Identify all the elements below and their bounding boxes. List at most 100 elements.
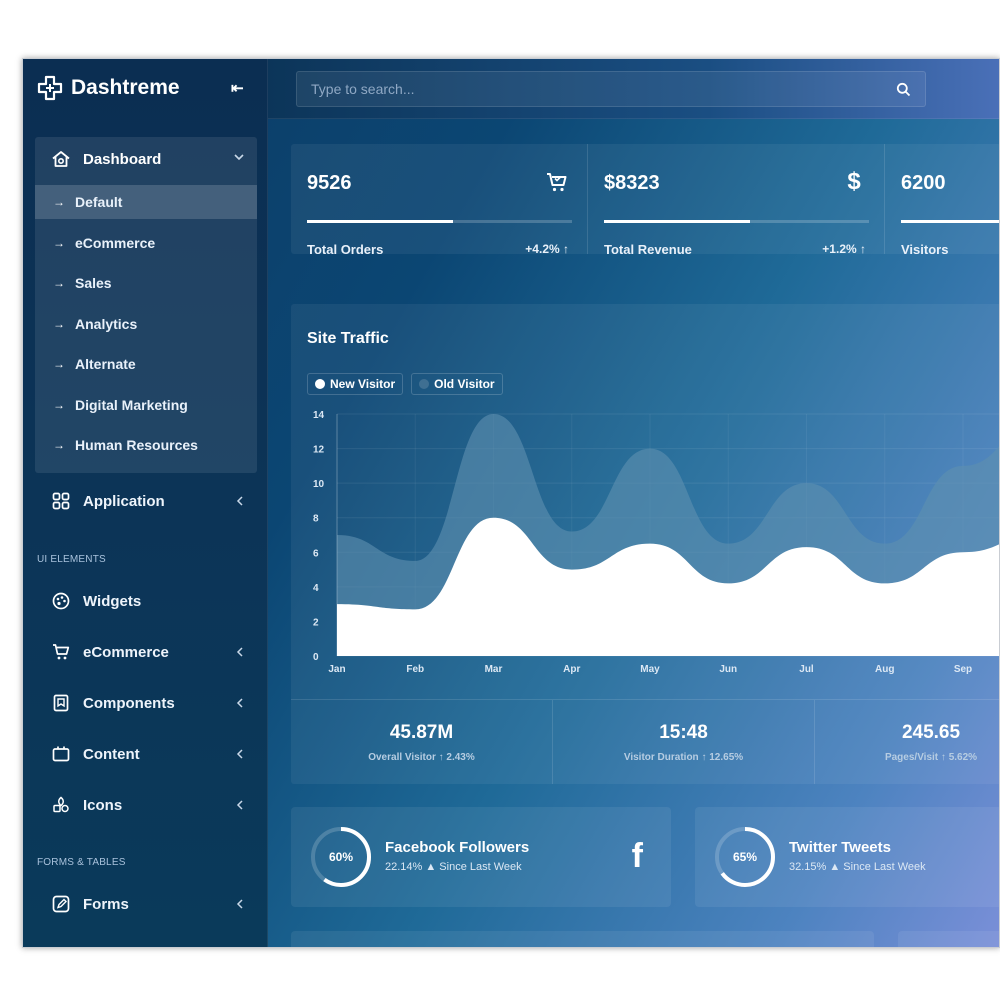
progress-track <box>307 220 572 223</box>
search-input[interactable] <box>297 72 887 106</box>
x-tick-label: Jan <box>328 664 345 674</box>
brand[interactable]: Dashtreme <box>37 71 180 105</box>
series-area-new-visitor <box>337 517 999 656</box>
sidebar-item-label: Dashboard <box>83 150 162 168</box>
cart-icon <box>53 644 70 660</box>
y-tick-label: 0 <box>313 652 319 663</box>
x-tick-label: Mar <box>485 664 503 674</box>
x-tick-label: Aug <box>875 664 894 674</box>
chevron-left-icon <box>236 698 243 708</box>
palette-icon <box>52 592 70 610</box>
stat-value: $8323 <box>604 172 660 194</box>
chevron-left-icon <box>236 800 243 810</box>
card-stub <box>291 931 874 947</box>
collapse-left-icon[interactable]: ⇤ <box>231 80 244 97</box>
traffic-stat: 15:48 Visitor Duration ↑ 12.65% <box>553 700 815 784</box>
sidebar-item-label: eCommerce <box>83 643 169 661</box>
sidebar-item-ecommerce[interactable]: eCommerce <box>35 635 257 669</box>
traffic-stat-caption: Pages/Visit ↑ 5.62% <box>884 752 978 763</box>
progress-ring <box>715 827 775 887</box>
legend-dot <box>315 379 325 389</box>
stat-card-visitors: 6200 Visitors <box>885 144 999 254</box>
brand-name: Dashtreme <box>71 76 180 99</box>
sidebar-subitem-label: Default <box>75 194 123 210</box>
sidebar-subitem-label: Analytics <box>75 315 138 332</box>
x-tick-label: Jul <box>799 664 814 674</box>
sidebar-subitem-label: Alternate <box>75 356 136 372</box>
bookmark-icon <box>53 694 69 712</box>
arrow-right-icon: → <box>53 316 65 331</box>
search-box <box>296 71 926 107</box>
chevron-left-icon <box>236 647 243 657</box>
section-title-ui-elements: UI ELEMENTS <box>37 554 106 565</box>
progress-track <box>604 220 869 223</box>
x-tick-label: Sep <box>954 664 972 674</box>
stat-change: +4.2% ↑ <box>525 242 569 254</box>
sidebar-subitem[interactable]: → Human Resources <box>35 428 257 462</box>
sidebar-subitem[interactable]: → Analytics <box>35 307 257 341</box>
progress-fill <box>901 220 999 223</box>
legend-old-visitor[interactable]: Old Visitor <box>411 373 503 395</box>
sidebar-subitem-label: Digital Marketing <box>75 396 188 413</box>
stats-row: 9526 Total Orders +4.2% ↑ $8323 $ Total … <box>291 144 999 254</box>
x-tick-label: May <box>640 664 660 674</box>
icons-icon <box>53 796 69 813</box>
card-title: Site Traffic <box>307 330 389 347</box>
facebook-icon[interactable]: f <box>631 837 643 875</box>
legend-label: Old Visitor <box>434 377 495 391</box>
sidebar-subitem[interactable]: → Digital Marketing <box>35 388 257 422</box>
social-title: Twitter Tweets <box>789 839 891 856</box>
ring-percent: 65% <box>732 850 758 864</box>
plus-logo-icon <box>37 75 63 101</box>
traffic-stat-value: 245.65 <box>901 722 961 743</box>
sidebar-item-label: Icons <box>83 796 123 814</box>
stat-label: Visitors <box>901 242 949 254</box>
y-tick-label: 10 <box>313 479 325 490</box>
sidebar-item-application[interactable]: Application <box>35 484 257 518</box>
dollar-icon: $ <box>847 168 861 195</box>
stat-label: Total Revenue <box>604 242 692 254</box>
search-icon[interactable] <box>896 82 911 97</box>
legend-new-visitor[interactable]: New Visitor <box>307 373 404 395</box>
stat-value: 9526 <box>307 172 352 194</box>
chevron-left-icon <box>236 496 243 506</box>
x-tick-label: Apr <box>563 664 580 674</box>
sidebar-item-widgets[interactable]: Widgets <box>35 584 257 618</box>
legend-dot <box>419 379 430 389</box>
y-tick-label: 6 <box>313 548 319 559</box>
social-subtitle: 22.14% ▲ Since Last Week <box>385 861 522 873</box>
ring-percent: 60% <box>328 850 354 864</box>
content-box-icon <box>52 746 70 762</box>
traffic-stat-value: 15:48 <box>659 722 708 743</box>
sidebar-item-label: Content <box>83 745 140 763</box>
sidebar-subitem[interactable]: → Alternate <box>35 347 257 381</box>
y-tick-label: 12 <box>313 445 325 456</box>
y-tick-label: 4 <box>313 583 319 594</box>
stat-card-revenue: $8323 $ Total Revenue +1.2% ↑ <box>588 144 885 254</box>
sidebar-subitem[interactable]: → Default <box>35 185 257 219</box>
sidebar-subitem-label: Human Resources <box>75 437 198 453</box>
sidebar-item-forms[interactable]: Forms <box>35 887 257 921</box>
arrow-right-icon: → <box>53 397 65 412</box>
ring-progress <box>311 827 371 887</box>
sidebar-item-label: Components <box>83 694 175 712</box>
chart-legend: New Visitor Old Visitor <box>307 373 503 395</box>
top-bar <box>268 59 999 119</box>
sidebar-item-content[interactable]: Content <box>35 737 257 771</box>
sidebar-item-dashboard[interactable]: Dashboard <box>35 137 257 181</box>
traffic-stat-caption: Overall Visitor ↑ 2.43% <box>368 752 475 763</box>
sidebar-item-label: Forms <box>83 895 129 913</box>
progress-fill <box>604 220 750 223</box>
sidebar-item-icons[interactable]: Icons <box>35 788 257 822</box>
traffic-stat-value: 45.87M <box>389 722 454 743</box>
sidebar-item-components[interactable]: Components <box>35 686 257 720</box>
edit-icon <box>52 895 70 913</box>
stat-label: Total Orders <box>307 242 384 254</box>
traffic-stats-row: 45.87M Overall Visitor ↑ 2.43% 15:48 Vis… <box>291 699 999 784</box>
grid-icon <box>52 492 70 510</box>
sidebar-subitem[interactable]: → eCommerce <box>35 226 257 260</box>
twitter-tweets-card: 65% Twitter Tweets 32.15% ▲ Since Last W… <box>695 807 999 907</box>
section-title-forms-tables: FORMS & TABLES <box>37 857 126 868</box>
sidebar-subitem[interactable]: → Sales <box>35 266 257 300</box>
x-tick-label: Feb <box>406 664 424 674</box>
